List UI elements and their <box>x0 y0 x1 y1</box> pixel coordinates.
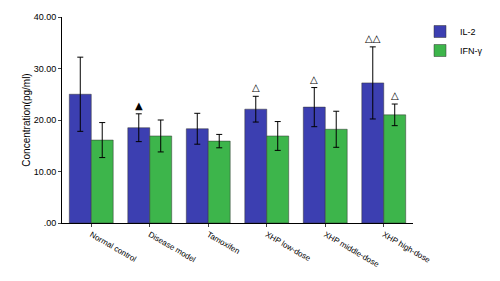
svg-text:.00: .00 <box>44 218 57 228</box>
svg-text:▲: ▲ <box>135 100 143 111</box>
svg-text:10.00: 10.00 <box>34 167 57 177</box>
svg-text:Concentration(pg/ml): Concentration(pg/ml) <box>21 73 32 166</box>
svg-text:△△: △△ <box>365 33 381 44</box>
svg-text:Disease model: Disease model <box>147 230 198 264</box>
svg-text:IFN-γ: IFN-γ <box>460 46 482 56</box>
svg-text:Normal control: Normal control <box>88 230 138 264</box>
svg-text:XHP middle-dose: XHP middle-dose <box>322 230 381 269</box>
svg-text:Tamoxifen: Tamoxifen <box>205 230 241 256</box>
svg-text:30.00: 30.00 <box>34 64 57 74</box>
svg-text:XHP low-dose: XHP low-dose <box>264 230 313 263</box>
svg-text:20.00: 20.00 <box>34 115 57 125</box>
svg-text:△: △ <box>252 82 260 93</box>
svg-text:40.00: 40.00 <box>34 12 57 22</box>
svg-text:XHP high-dose: XHP high-dose <box>381 230 432 265</box>
svg-text:△: △ <box>391 90 399 101</box>
svg-text:△: △ <box>310 74 318 85</box>
svg-text:IL-2: IL-2 <box>460 27 476 37</box>
